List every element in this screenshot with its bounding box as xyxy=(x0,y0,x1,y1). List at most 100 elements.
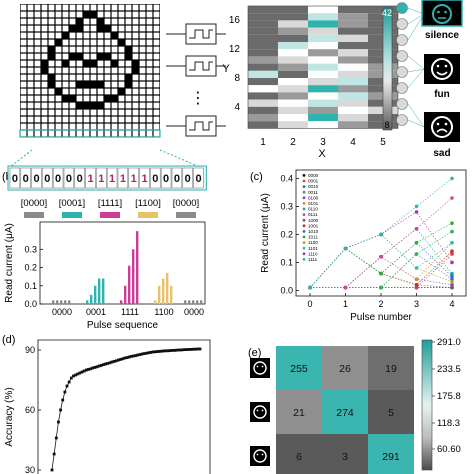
grid-pixel xyxy=(111,81,118,88)
group-label: [0001] xyxy=(59,198,85,209)
grid-pixel xyxy=(20,11,27,18)
grid-pixel xyxy=(69,74,76,81)
accuracy-point xyxy=(50,468,54,472)
grid-pixel xyxy=(90,74,97,81)
grid-pixel xyxy=(69,11,76,18)
grid-pixel xyxy=(76,123,83,130)
series-line xyxy=(309,234,453,288)
grid-pixel xyxy=(146,4,153,11)
heatmap-ytick: 16 xyxy=(229,15,241,26)
accuracy-point xyxy=(168,349,172,352)
bar xyxy=(102,278,105,304)
grid-pixel xyxy=(34,11,41,18)
grid-pixel xyxy=(97,39,104,46)
grid-pixel xyxy=(55,95,62,102)
series-point xyxy=(379,285,383,290)
grid-pixel xyxy=(104,18,111,25)
grid-pixel xyxy=(153,88,160,95)
series-point xyxy=(450,249,454,253)
grid-pixel xyxy=(111,109,118,116)
grid-pixel xyxy=(55,102,62,109)
grid-pixel xyxy=(111,4,118,11)
grid-pixel xyxy=(41,32,48,39)
legend-marker xyxy=(302,218,306,222)
heatmap-cell xyxy=(278,13,308,21)
xtick-label: 0000 xyxy=(184,307,204,317)
grid-pixel xyxy=(48,32,55,39)
grid-pixel xyxy=(111,67,118,74)
sequence-cell xyxy=(52,167,64,189)
grid-pixel xyxy=(97,32,104,39)
neuron-node xyxy=(396,66,408,78)
group-swatch xyxy=(24,212,44,218)
accuracy-point xyxy=(151,350,155,354)
sequence-cell xyxy=(139,167,150,189)
ylabel: Read current (μA) xyxy=(260,193,271,273)
grid-pixel xyxy=(34,53,41,60)
grid-pixel xyxy=(132,18,139,25)
legend-entry: 0000 xyxy=(308,173,319,178)
accuracy-point xyxy=(108,361,112,365)
heatmap-cell xyxy=(338,85,368,93)
grid-pixel xyxy=(20,67,27,74)
legend-marker xyxy=(302,179,306,183)
heatmap-cell xyxy=(308,13,338,21)
grid-pixel xyxy=(55,130,62,137)
grid-pixel xyxy=(118,102,125,109)
legend-marker xyxy=(302,213,306,217)
grid-pixel xyxy=(48,74,55,81)
grid-pixel xyxy=(97,102,104,109)
heatmap-cell xyxy=(248,70,278,78)
series-line xyxy=(309,242,453,288)
grid-pixel xyxy=(20,74,27,81)
grid-pixel xyxy=(118,46,125,53)
heatmap-xtick: 2 xyxy=(290,137,296,148)
neuron-node xyxy=(396,34,408,46)
grid-pixel xyxy=(104,53,111,60)
grid-pixel xyxy=(76,102,83,109)
grid-pixel xyxy=(34,88,41,95)
sequence-digit: 0 xyxy=(12,173,18,185)
grid-pixel xyxy=(41,18,48,25)
grid-pixel xyxy=(139,39,146,46)
grid-pixel xyxy=(104,130,111,137)
grid-pixel xyxy=(139,95,146,102)
grid-pixel xyxy=(132,60,139,67)
bar xyxy=(98,278,101,304)
grid-pixel xyxy=(20,60,27,67)
grid-pixel xyxy=(139,74,146,81)
accuracy-point xyxy=(136,353,140,357)
grid-pixel xyxy=(125,74,132,81)
neuron-node xyxy=(396,2,408,14)
grid-pixel xyxy=(118,130,125,137)
grid-pixel xyxy=(55,53,62,60)
heatmap-xtick: 5 xyxy=(380,137,386,148)
sequence-cell xyxy=(171,167,183,189)
grid-pixel xyxy=(104,95,111,102)
grid-pixel xyxy=(41,102,48,109)
heatmap-cell xyxy=(308,34,338,42)
grid-pixel xyxy=(118,95,125,102)
ytick-label: 0.2 xyxy=(24,263,37,273)
grid-pixel xyxy=(76,109,83,116)
grid-pixel xyxy=(132,130,139,137)
accuracy-point xyxy=(114,359,118,363)
neuron-link xyxy=(407,68,425,73)
grid-pixel xyxy=(104,116,111,123)
grid-pixel xyxy=(111,32,118,39)
grid-pixel xyxy=(48,11,55,18)
sequence-cell xyxy=(31,167,42,189)
grid-pixel xyxy=(146,11,153,18)
grid-pixel xyxy=(41,123,48,130)
pulse-generator-icons xyxy=(185,23,226,137)
neuron-node xyxy=(396,18,408,30)
grid-pixel xyxy=(62,95,69,102)
grid-pixel xyxy=(132,67,139,74)
grid-pixel xyxy=(55,81,62,88)
grid-pixel xyxy=(125,32,132,39)
accuracy-point xyxy=(187,348,191,351)
grid-pixel xyxy=(83,95,90,102)
legend-entry: 0001 xyxy=(308,179,319,184)
heatmap-cell xyxy=(308,85,338,93)
grid-pixel xyxy=(20,32,27,39)
